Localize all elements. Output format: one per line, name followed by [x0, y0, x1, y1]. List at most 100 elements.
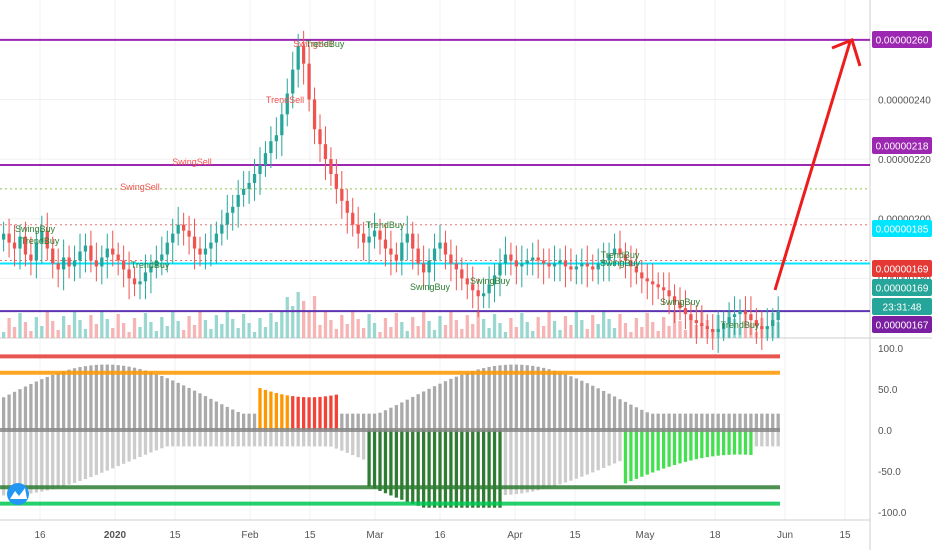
x-tick-label: 16 — [34, 530, 46, 541]
candle-body — [340, 188, 344, 201]
osc-bar-neg — [432, 430, 437, 508]
osc-bar-neg — [323, 430, 328, 447]
osc-bar-pos — [416, 394, 420, 430]
price-tag-bg — [872, 31, 932, 48]
osc-bar-pos — [45, 376, 49, 430]
osc-bar-pos — [727, 413, 731, 430]
osc-bar-neg — [78, 430, 82, 481]
osc-bar-pos — [171, 380, 175, 430]
volume-bar — [225, 310, 229, 338]
candle-body — [389, 248, 393, 255]
volume-bar — [514, 327, 518, 338]
volume-bar — [263, 327, 268, 338]
candle-body — [143, 272, 148, 282]
candle-body — [591, 266, 595, 270]
osc-bar-pos — [531, 365, 535, 430]
volume-bar — [12, 327, 17, 338]
osc-bar-neg — [482, 430, 486, 508]
candle-body — [105, 248, 109, 258]
volume-bar — [612, 328, 617, 338]
osc-bar-neg — [143, 430, 148, 455]
osc-bar-pos — [274, 393, 278, 430]
osc-bar-neg — [667, 430, 671, 467]
price-tag-label: 0.00000167 — [876, 321, 929, 332]
osc-bar-pos — [618, 399, 622, 430]
signal-label: TrendBuy — [601, 250, 640, 260]
osc-bar-pos — [651, 413, 655, 430]
osc-bar-pos — [105, 364, 109, 430]
price-tag-bg — [872, 137, 932, 154]
osc-bar-pos — [492, 366, 497, 430]
signal-label: TrendBuy — [131, 260, 170, 270]
volume-bar — [160, 317, 164, 338]
osc-bar-neg — [127, 430, 131, 462]
volume-bar — [389, 327, 393, 338]
candle-body — [351, 212, 355, 225]
candle-body — [203, 248, 208, 255]
candle-body — [738, 311, 742, 315]
osc-bar-pos — [83, 366, 88, 430]
osc-y-tick-label: -50.0 — [878, 467, 901, 478]
volume-bar — [203, 320, 208, 338]
candle-body — [471, 284, 475, 291]
osc-bar-pos — [334, 394, 338, 430]
candle-body — [645, 278, 649, 282]
volume-bar — [629, 332, 633, 338]
volume-bar — [72, 311, 77, 338]
candle-body — [302, 45, 306, 64]
osc-bar-pos — [2, 397, 6, 430]
osc-bar-neg — [640, 430, 644, 477]
candle-body — [400, 242, 404, 261]
candle-body — [100, 257, 104, 267]
candle-body — [2, 233, 6, 240]
osc-bar-neg — [454, 430, 458, 508]
osc-bar-pos — [771, 413, 775, 430]
osc-bar-pos — [192, 390, 197, 430]
volume-bar — [285, 297, 289, 338]
osc-bar-pos — [607, 393, 611, 430]
osc-bar-pos — [378, 412, 382, 430]
osc-bar-neg — [149, 430, 153, 453]
volume-bar — [672, 312, 677, 338]
osc-bar-pos — [198, 393, 202, 430]
osc-bar-pos — [351, 413, 355, 430]
osc-y-tick-label: -100.0 — [878, 508, 907, 519]
osc-bar-pos — [372, 413, 377, 430]
candle-body — [602, 260, 606, 264]
volume-bar — [105, 319, 109, 338]
osc-bar-neg — [252, 430, 257, 447]
candle-body — [231, 206, 235, 213]
osc-bar-neg — [334, 430, 338, 449]
osc-bar-pos — [602, 390, 606, 430]
arrow-head — [831, 38, 862, 67]
logo-mark — [10, 488, 27, 499]
volume-bar — [209, 329, 213, 338]
candle-body — [312, 99, 317, 130]
osc-bar-neg — [574, 430, 578, 479]
osc-bar-pos — [258, 388, 262, 430]
volume-bar — [427, 321, 431, 338]
candle-body — [569, 266, 573, 270]
osc-bar-neg — [2, 430, 6, 496]
osc-bar-neg — [683, 430, 688, 462]
osc-bar-pos — [563, 374, 568, 430]
osc-bar-pos — [743, 413, 748, 430]
x-tick-label: 15 — [304, 530, 316, 541]
osc-bar-pos — [242, 413, 246, 430]
x-tick-label: 15 — [569, 530, 581, 541]
volume-bar — [454, 320, 458, 338]
volume-bar — [165, 326, 169, 338]
osc-bar-neg — [203, 430, 208, 447]
signal-label: SwingBuy — [600, 258, 641, 268]
osc-bar-pos — [214, 401, 218, 430]
candle-body — [585, 263, 589, 267]
volume-bar — [356, 319, 360, 338]
osc-bar-neg — [394, 430, 398, 498]
osc-bar-neg — [536, 430, 540, 491]
candle-body — [18, 236, 22, 249]
candle-body — [56, 263, 60, 270]
volume-bar — [62, 316, 66, 338]
osc-bar-pos — [656, 413, 660, 430]
